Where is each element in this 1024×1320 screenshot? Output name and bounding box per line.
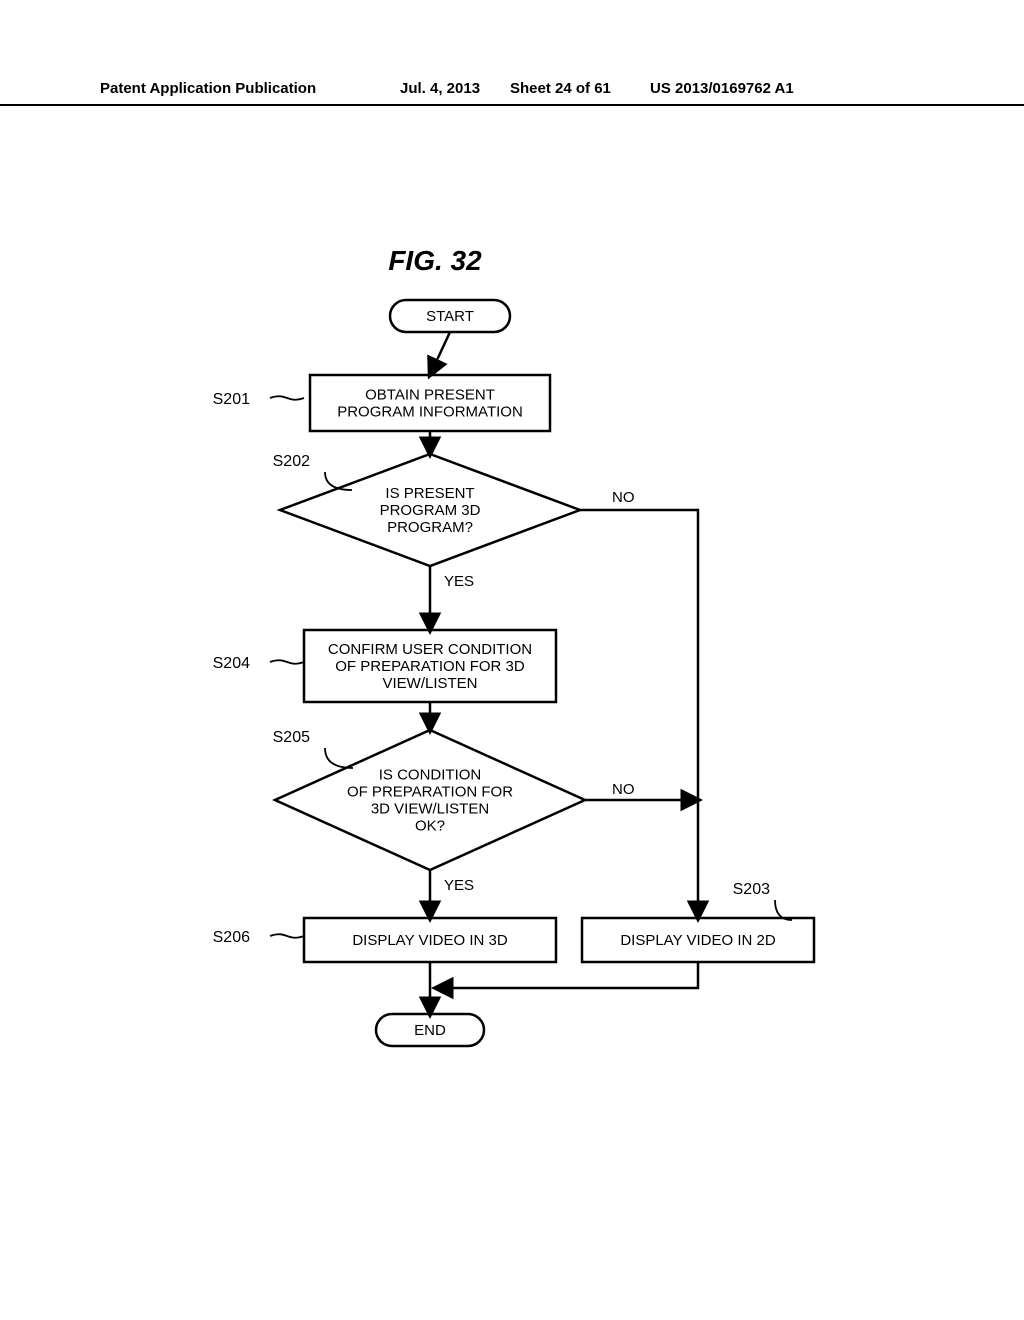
leader-line [270,396,304,399]
decision-s205-text: OK? [415,818,445,835]
leader-line [270,660,304,663]
leader-line [325,748,353,768]
step-s204-text: VIEW/LISTEN [382,675,477,692]
decision-s205-text: OF PREPARATION FOR [347,784,513,801]
step-label: S202 [273,453,310,470]
flowchart: FIG. 32 START OBTAIN PRESENTPROGRAM INFORM… [0,0,1024,1320]
step-label: S205 [273,729,310,746]
terminator-label: START [426,308,474,325]
step-label: S204 [213,655,250,672]
svg-text:FIG. 32: FIG. 32 [388,245,482,276]
step-label: S203 [733,881,770,898]
branch-label: NO [612,781,635,798]
flow-edge [580,510,698,918]
step-s206-text: DISPLAY VIDEO IN 3D [352,932,507,949]
terminator-label: END [414,1022,446,1039]
step-s203-text: DISPLAY VIDEO IN 2D [620,932,775,949]
branch-label: NO [612,489,635,506]
step-s201-text: OBTAIN PRESENT [365,387,495,404]
step-s204-text: OF PREPARATION FOR 3D [335,658,525,675]
flow-edge [436,962,698,988]
step-label: S201 [213,391,250,408]
decision-s202-text: IS PRESENT [385,485,474,502]
step-s204-text: CONFIRM USER CONDITION [328,641,532,658]
decision-s202-text: PROGRAM 3D [380,502,481,519]
branch-label: YES [444,877,474,894]
step-label: S206 [213,929,250,946]
leader-line [270,934,304,937]
branch-label: YES [444,573,474,590]
decision-s205-text: 3D VIEW/LISTEN [371,801,489,818]
flow-edge [430,332,450,375]
decision-s202-text: PROGRAM? [387,519,473,536]
page: Patent Application Publication Jul. 4, 2… [0,0,1024,1320]
decision-s205-text: IS CONDITION [379,767,482,784]
step-s201-text: PROGRAM INFORMATION [337,404,523,421]
